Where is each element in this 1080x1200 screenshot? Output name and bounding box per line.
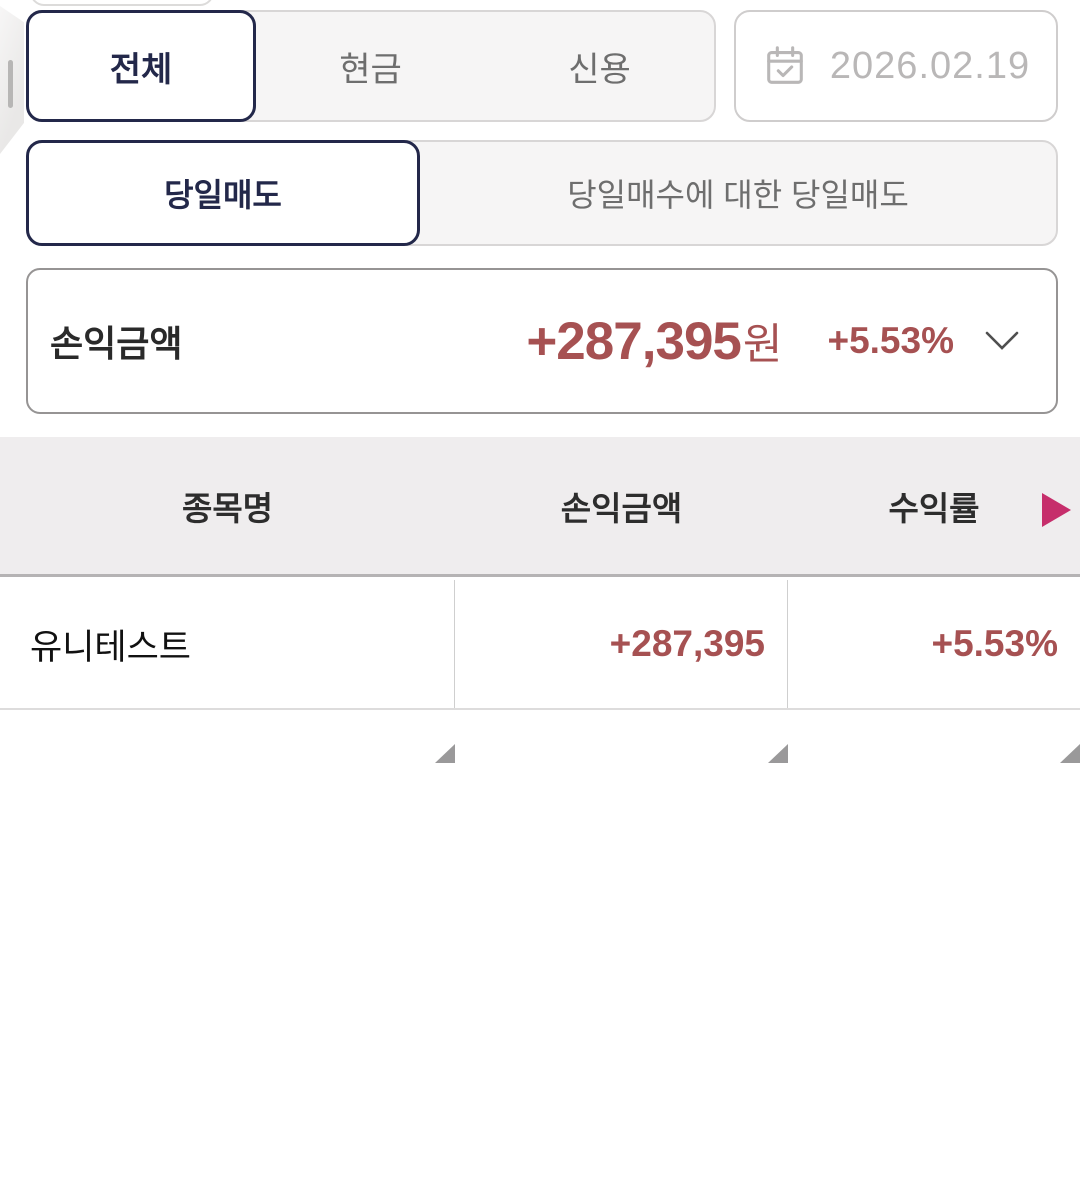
cutoff-element-edge — [30, 0, 214, 6]
profit-amount-cell: +287,395 — [455, 580, 788, 708]
sell-mode-tabs: 당일매도 당일매수에 대한 당일매도 — [26, 140, 1058, 246]
date-picker-value: 2026.02.19 — [829, 44, 1031, 87]
return-rate-cell: +5.53% — [931, 623, 1058, 664]
table-row[interactable]: 유니테스트 +287,395 +5.53% — [0, 580, 1080, 710]
table-header-row: 종목명 손익금액 수익률 — [0, 437, 1080, 577]
tab-cash[interactable]: 현금 — [339, 50, 402, 89]
stock-name-cell: 유니테스트 — [0, 580, 455, 708]
tab-same-day-sell-of-same-day-buy[interactable]: 당일매수에 대한 당일매도 — [567, 177, 909, 213]
column-header-profit-amount[interactable]: 손익금액 — [560, 489, 683, 527]
calendar-icon — [762, 43, 808, 89]
tab-all[interactable]: 전체 — [26, 10, 256, 122]
drawer-handle-grip-icon — [8, 60, 13, 108]
profit-summary-label: 손익금액 — [50, 323, 183, 364]
tab-credit[interactable]: 신용 — [568, 50, 631, 89]
profit-summary-values: +287,395 원 +5.53% — [526, 310, 1020, 372]
currency-suffix: 원 — [742, 321, 783, 369]
column-resize-handle-icon[interactable] — [1060, 744, 1080, 763]
profit-summary-card[interactable]: 손익금액 +287,395 원 +5.53% — [26, 268, 1058, 414]
account-type-tabs: 전체 현금 신용 — [26, 10, 716, 122]
more-columns-arrow-icon[interactable] — [1042, 493, 1071, 527]
tab-same-day-sell[interactable]: 당일매도 — [26, 140, 420, 246]
column-resize-handle-icon[interactable] — [435, 744, 455, 763]
column-header-stock-name[interactable]: 종목명 — [181, 489, 274, 527]
chevron-down-icon[interactable] — [984, 330, 1020, 352]
date-picker-button[interactable]: 2026.02.19 — [734, 10, 1058, 122]
profit-amount-value: +287,395 — [526, 311, 742, 371]
profit-rate-value: +5.53% — [827, 320, 954, 361]
column-header-return-rate[interactable]: 수익률 — [888, 489, 980, 527]
column-resize-handle-icon[interactable] — [768, 744, 788, 763]
